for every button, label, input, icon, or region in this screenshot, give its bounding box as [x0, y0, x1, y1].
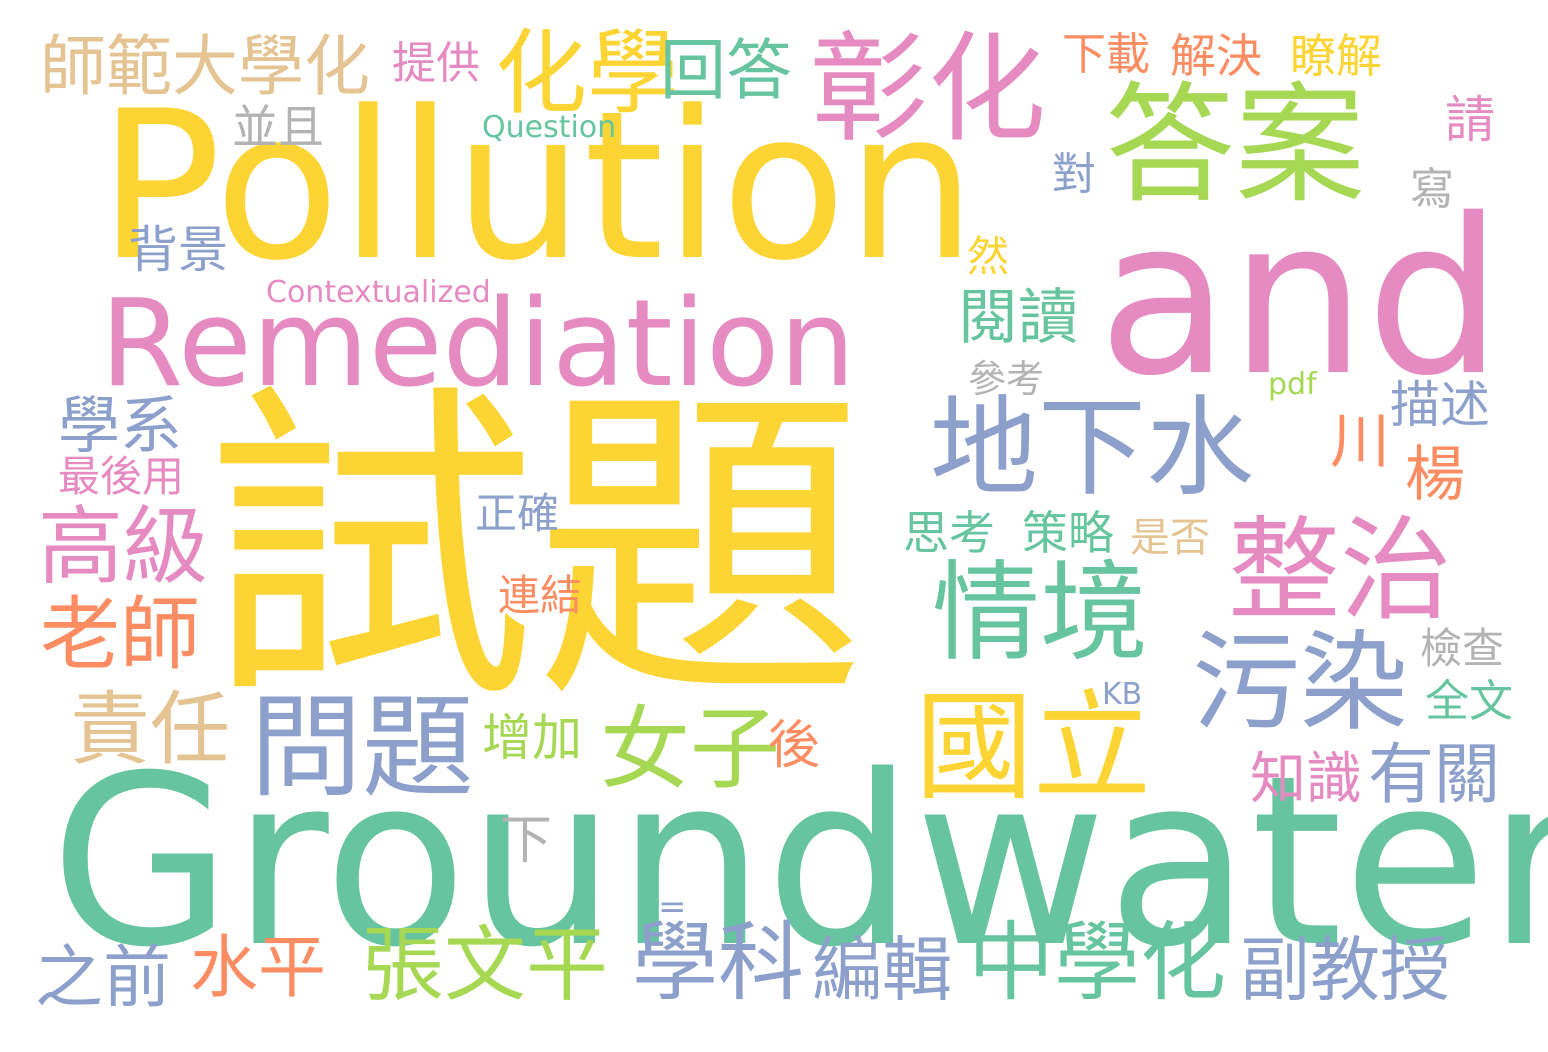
- word-zhangwenping: 張文平: [362, 918, 609, 1013]
- word-nvzi: 女子: [600, 697, 780, 802]
- word-xueke: 學科: [632, 913, 804, 1013]
- word-quanwen: 全文: [1425, 676, 1513, 727]
- word-youguan: 有關: [1368, 736, 1500, 813]
- word-ran: 然: [967, 232, 1010, 281]
- word-cankao: 參考: [968, 357, 1045, 401]
- word-pollution: Pollution: [98, 68, 977, 306]
- word-kb: KB: [1102, 677, 1143, 712]
- word-zengjia: 增加: [482, 709, 582, 767]
- word-zeren: 責任: [70, 683, 230, 776]
- word-xie: 寫: [1410, 164, 1454, 215]
- word-wenti: 問題: [250, 683, 474, 813]
- word-remediation: Remediation: [100, 275, 856, 414]
- word-sikao: 思考: [903, 506, 995, 560]
- word-xia: 下: [500, 811, 553, 871]
- word-huaxue: 化學: [495, 20, 680, 127]
- word-guoli: 國立: [915, 678, 1152, 816]
- word-daan: 答案: [1105, 69, 1366, 221]
- word-zuihouyong: 最後用: [58, 452, 185, 501]
- word-shifandaxuehua: 師範大學化: [40, 28, 370, 105]
- word-laoshi: 老師: [40, 588, 200, 681]
- word-beijing: 背景: [128, 221, 228, 279]
- word-yang: 楊: [1405, 440, 1465, 510]
- word-shiti: 試題: [205, 358, 865, 742]
- word-zhishi: 知識: [1250, 747, 1362, 812]
- word-jiejue: 解決: [1170, 29, 1262, 83]
- word-zhengque: 正確: [475, 489, 560, 538]
- word-hou: 後: [768, 716, 821, 776]
- word-shifou: 是否: [1130, 515, 1210, 561]
- word-equals: =: [658, 887, 687, 927]
- word-gaoji: 高級: [38, 498, 209, 597]
- word-zhanghua: 彰化: [810, 20, 1047, 158]
- word-and: and: [1098, 172, 1503, 423]
- word-yuedu: 閱讀: [958, 283, 1078, 353]
- word-xuexi: 學系: [58, 389, 183, 462]
- word-groundwater: Groundwater: [50, 726, 1548, 999]
- word-miaoshu: 描述: [1390, 376, 1490, 434]
- word-dui: 對: [1052, 149, 1096, 200]
- word-zhiqian: 之前: [35, 939, 172, 1018]
- word-wuran: 污染: [1192, 621, 1409, 746]
- word-tigong: 提供: [392, 38, 480, 89]
- word-bingqie: 並且: [232, 100, 324, 154]
- word-xiazai: 下載: [1062, 29, 1150, 80]
- word-question: Question: [482, 110, 617, 145]
- word-jiancha: 檢查: [1420, 624, 1505, 673]
- word-shuiping: 水平: [190, 929, 327, 1008]
- word-dixiashui: 地下水: [930, 386, 1255, 511]
- word-chuan: 川: [1330, 407, 1390, 477]
- word-fujiaoshou: 副教授: [1240, 929, 1450, 1011]
- word-lianjie: 連結: [498, 571, 583, 620]
- word-pdf: pdf: [1268, 367, 1317, 402]
- word-contextualized: Contextualized: [266, 275, 491, 310]
- word-zhengzhi: 整治: [1228, 506, 1452, 636]
- word-qingjing: 情境: [932, 551, 1149, 676]
- word-zhongxuehua: 中學化: [968, 913, 1226, 1013]
- word-celue: 策略: [1022, 506, 1114, 560]
- word-qing: 請: [1445, 91, 1495, 149]
- word-huida: 回答: [660, 32, 792, 109]
- word-bianji: 編輯: [812, 929, 952, 1011]
- word-liaojie: 瞭解: [1290, 29, 1382, 83]
